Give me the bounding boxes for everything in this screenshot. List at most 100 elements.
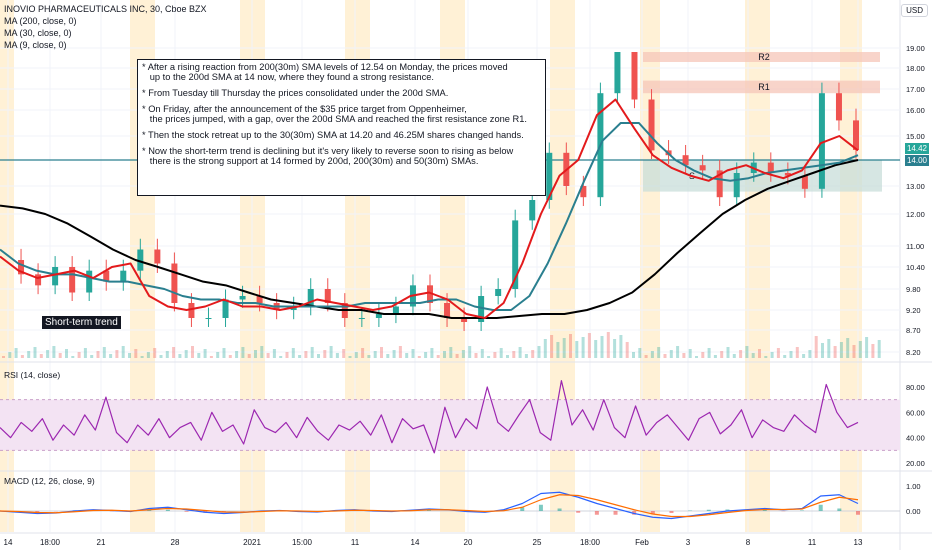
signal-line [0, 494, 859, 518]
ma9-legend[interactable]: MA (9, close, 0) [4, 40, 67, 50]
currency-badge[interactable]: USD [901, 4, 928, 17]
volume-bar [411, 349, 415, 358]
macd-histogram-bar [800, 510, 805, 511]
candle-body [716, 170, 723, 198]
volume-bar [392, 350, 396, 358]
last-price-tag: 14.42 [905, 143, 929, 154]
volume-bar [770, 352, 774, 358]
x-tick-label: 18:00 [580, 538, 601, 547]
price-tick-label: 19.00 [906, 44, 925, 53]
volume-bar [732, 354, 736, 358]
macd-histogram-bar [613, 511, 618, 515]
note-line: the prices jumped, with a gap, over the … [142, 114, 528, 125]
macd-histogram-bar [538, 504, 543, 511]
week-band [0, 0, 14, 532]
volume-bar [858, 341, 862, 358]
candle-body [461, 318, 468, 322]
volume-bar [222, 348, 226, 358]
candle-body [512, 220, 519, 289]
candle-body [767, 162, 774, 173]
note-line: * From Tuesday till Thursday the prices … [142, 88, 449, 99]
ma200-line [0, 159, 859, 319]
volume-bar [71, 356, 75, 358]
short-term-trend-label[interactable]: Short-term trend [42, 316, 121, 329]
volume-bar [203, 349, 207, 358]
price-tick-label: 10.40 [906, 263, 925, 272]
candle-body [188, 303, 195, 318]
macd-histogram-bar [557, 508, 562, 511]
volume-bar [342, 349, 346, 358]
ma30-legend[interactable]: MA (30, close, 0) [4, 28, 72, 38]
candle-body [239, 296, 246, 300]
volume-bar [348, 356, 352, 358]
price-tick-label: 8.20 [906, 348, 921, 357]
candle-body [853, 120, 859, 150]
volume-bar [266, 353, 270, 358]
volume-bar [134, 349, 138, 358]
volume-bar [178, 354, 182, 358]
volume-bar [562, 338, 566, 358]
volume-bar [682, 353, 686, 358]
note-line: * Then the stock retreat up to the 30(30… [142, 129, 524, 140]
macd-histogram-bar [165, 509, 170, 511]
candle-body [137, 249, 144, 271]
volume-bar [121, 346, 125, 358]
volume-bar [695, 356, 698, 358]
volume-bar [745, 346, 749, 358]
candle-body [495, 289, 502, 296]
volume-bar [209, 356, 213, 358]
price-tick-label: 12.00 [906, 210, 925, 219]
volume-bar [386, 354, 390, 358]
volume-bar [808, 350, 812, 358]
volume-bar [531, 350, 535, 358]
week-band [745, 0, 770, 532]
x-tick-label: 13 [854, 538, 863, 547]
macd-histogram-bar [576, 511, 581, 513]
volume-bar [663, 354, 667, 358]
volume-bar [455, 354, 459, 358]
volume-bar [524, 354, 528, 358]
volume-bar [398, 346, 402, 358]
note-line: there is the strong support at 14 formed… [142, 156, 479, 167]
zone-r1 [643, 80, 880, 94]
volume-bar [235, 351, 239, 358]
ma200-legend[interactable]: MA (200, close, 0) [4, 16, 77, 26]
volume-bar [317, 354, 320, 358]
candle-body [835, 93, 842, 121]
volume-bar [279, 356, 283, 358]
volume-bar [291, 348, 295, 358]
note-line: * After a rising reaction from 200(30m) … [142, 62, 508, 72]
volume-bar [128, 353, 131, 358]
candle-body [818, 93, 825, 189]
x-tick-label: 18:00 [40, 538, 61, 547]
x-tick-label: Feb [635, 538, 649, 547]
volume-bar [764, 356, 768, 358]
candle-body [103, 270, 110, 282]
macd-histogram-bar [837, 508, 842, 511]
volume-bar [285, 352, 289, 358]
volume-bar [625, 342, 629, 358]
macd-histogram-bar [706, 509, 711, 511]
rsi-tick-label: 60.00 [906, 408, 925, 417]
annotation-note[interactable]: * After a rising reaction from 200(30m) … [137, 59, 546, 196]
candle-body [35, 274, 42, 286]
volume-bar [191, 346, 194, 358]
volume-bar [159, 355, 163, 358]
volume-bar [354, 352, 358, 358]
candle-body [69, 267, 76, 293]
volume-bar [140, 356, 144, 358]
price-tick-label: 9.80 [906, 285, 921, 294]
price-tick-label: 17.00 [906, 85, 925, 94]
volume-bar [247, 354, 251, 358]
macd-tick-label: 1.00 [906, 482, 921, 491]
volume-bar [701, 352, 705, 358]
volume-bar [102, 347, 106, 358]
zone-s [643, 160, 882, 192]
volume-bar [14, 348, 18, 358]
volume-bar [569, 334, 572, 358]
volume-bar [814, 336, 818, 358]
candle-body [699, 165, 706, 171]
x-tick-label: 21 [97, 538, 106, 547]
macd-histogram-bar [688, 510, 693, 511]
